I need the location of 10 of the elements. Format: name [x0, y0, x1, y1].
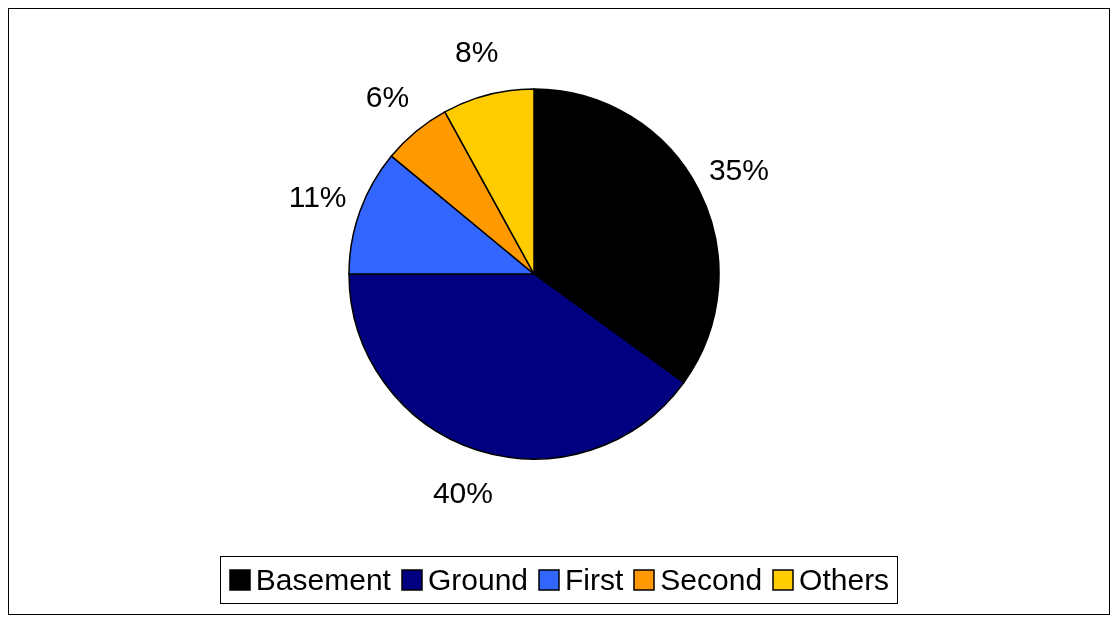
- legend-label: Second: [660, 563, 763, 597]
- data-label: 6%: [365, 80, 410, 114]
- data-label: 8%: [455, 34, 499, 68]
- data-label: 35%: [708, 153, 769, 187]
- data-label: 11%: [288, 179, 347, 213]
- legend-label: Basement: [255, 563, 391, 597]
- legend-label: Ground: [427, 563, 529, 597]
- legend-label: First: [565, 563, 624, 597]
- legend-label: Others: [799, 563, 890, 597]
- data-label: 40%: [432, 476, 493, 510]
